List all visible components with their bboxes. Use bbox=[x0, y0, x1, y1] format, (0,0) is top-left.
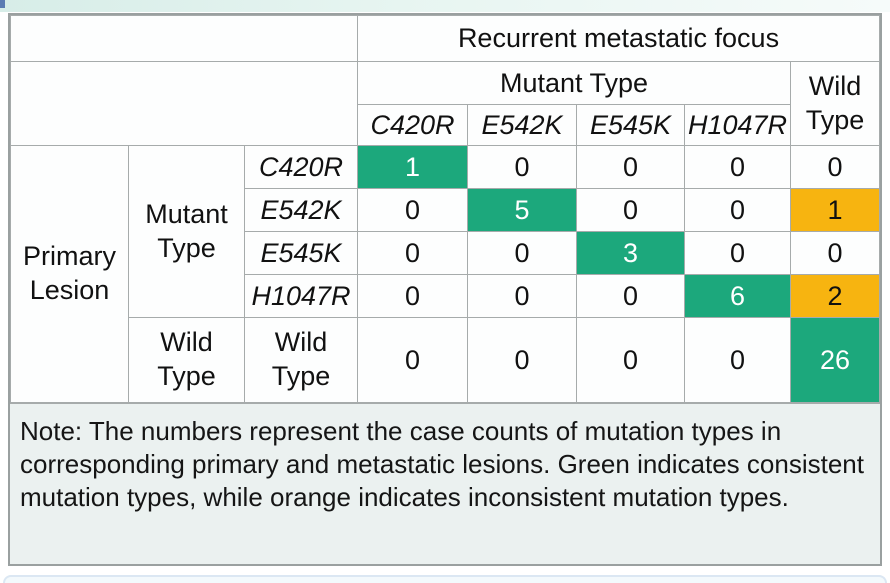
matrix-cell: 0 bbox=[790, 145, 880, 189]
matrix-cell: 0 bbox=[467, 274, 578, 318]
col-label-h1047r: H1047R bbox=[684, 104, 792, 146]
note-text: Note: The numbers represent the case cou… bbox=[10, 403, 880, 564]
row-title-cell: Primary Lesion bbox=[10, 145, 129, 403]
row-label-h1047r: H1047R bbox=[243, 274, 359, 318]
matrix-cell: 5 bbox=[467, 188, 578, 232]
row-group-wild-cell: Wild Type bbox=[128, 317, 245, 403]
top-page-strip bbox=[0, 0, 890, 12]
row-label-wild-text: Wild Type bbox=[271, 327, 331, 391]
matrix-cell: 0 bbox=[576, 317, 686, 403]
row-group-mutant-cell: Mutant Type bbox=[128, 145, 245, 318]
row-label-e542k: E542K bbox=[243, 188, 359, 232]
row-group-mutant-label: Mutant Type bbox=[145, 198, 228, 263]
matrix-cell: 0 bbox=[467, 145, 578, 189]
matrix-cell: 0 bbox=[684, 145, 792, 189]
matrix-cell: 0 bbox=[576, 188, 686, 232]
matrix-cell: 0 bbox=[576, 145, 686, 189]
row-title-label: Primary Lesion bbox=[23, 241, 116, 305]
matrix-cell: 3 bbox=[576, 231, 686, 275]
matrix-cell: 1 bbox=[357, 145, 469, 189]
matrix-cell: 0 bbox=[684, 231, 792, 275]
matrix-cell: 6 bbox=[684, 274, 792, 318]
col-group-mutant-cell: Mutant Type bbox=[357, 61, 792, 105]
col-label-e542k: E542K bbox=[467, 104, 578, 146]
results-table-card: Recurrent metastatic focus Mutant Type W… bbox=[8, 13, 882, 566]
col-title-cell: Recurrent metastatic focus bbox=[357, 15, 880, 62]
col-label-e545k: E545K bbox=[576, 104, 686, 146]
matrix-cell: 0 bbox=[790, 231, 880, 275]
col-group-wild-label: Wild Type bbox=[805, 70, 865, 135]
matrix-cell: 0 bbox=[467, 231, 578, 275]
col-group-wild-cell: Wild Type bbox=[790, 61, 880, 146]
matrix-cell: 0 bbox=[684, 317, 792, 403]
corner-mark bbox=[0, 0, 5, 8]
matrix-cell: 0 bbox=[684, 188, 792, 232]
mutation-concordance-table: Recurrent metastatic focus Mutant Type W… bbox=[9, 15, 880, 403]
row-label-c420r: C420R bbox=[243, 145, 359, 189]
matrix-cell: 0 bbox=[357, 188, 469, 232]
corner-blank-cell-2 bbox=[9, 61, 359, 146]
matrix-cell: 0 bbox=[467, 317, 578, 403]
matrix-cell: 0 bbox=[357, 231, 469, 275]
bottom-card-edge bbox=[3, 575, 887, 583]
row-label-e545k: E545K bbox=[243, 231, 359, 275]
matrix-cell: 0 bbox=[357, 317, 469, 403]
corner-blank-cell bbox=[9, 15, 359, 62]
matrix-cell: 0 bbox=[357, 274, 469, 318]
row-label-wild: Wild Type bbox=[243, 317, 359, 403]
matrix-cell: 0 bbox=[576, 274, 686, 318]
matrix-cell: 2 bbox=[790, 274, 880, 318]
col-label-c420r: C420R bbox=[357, 104, 469, 146]
matrix-cell: 26 bbox=[790, 317, 880, 403]
matrix-cell: 1 bbox=[790, 188, 880, 232]
row-group-wild-label: Wild Type bbox=[157, 327, 216, 391]
